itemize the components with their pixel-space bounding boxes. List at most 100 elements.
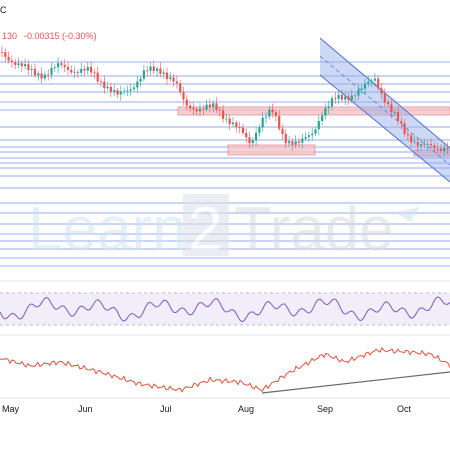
candle-body xyxy=(245,132,248,138)
rsi-band xyxy=(0,293,450,325)
candle-body xyxy=(340,94,343,100)
candle-body xyxy=(228,118,231,125)
candle-body xyxy=(90,66,93,73)
watermark-left: Learn xyxy=(28,195,187,264)
candle-body xyxy=(129,89,132,91)
candle-body xyxy=(274,112,277,117)
candle-body xyxy=(314,129,317,134)
candle-body xyxy=(185,99,188,106)
candle-body xyxy=(311,133,314,136)
candle-body xyxy=(192,108,195,110)
watermark-box xyxy=(183,194,229,256)
candle-body xyxy=(10,60,13,63)
candle-body xyxy=(225,118,228,120)
candle-body xyxy=(238,127,241,128)
candle-body xyxy=(136,81,139,88)
candle-body xyxy=(367,81,370,84)
candle-body xyxy=(57,63,60,68)
candle-body xyxy=(53,67,56,69)
rsi-line xyxy=(0,296,450,323)
candle-body xyxy=(406,133,409,136)
candle-body xyxy=(4,52,7,57)
candle-body xyxy=(403,123,406,134)
candle-body xyxy=(27,64,30,71)
candle-body xyxy=(182,92,185,100)
candle-body xyxy=(288,141,291,144)
candle-body xyxy=(337,94,340,99)
indicator-line xyxy=(0,346,450,393)
candle-body xyxy=(222,110,225,119)
candle-body xyxy=(37,73,40,76)
candle-body xyxy=(103,81,106,89)
candle-body xyxy=(301,138,304,143)
candle-body xyxy=(205,104,208,110)
candle-body xyxy=(393,112,396,113)
candle-body xyxy=(248,137,251,144)
candle-body xyxy=(387,102,390,105)
candle-body xyxy=(80,68,83,73)
candle-body xyxy=(350,95,353,101)
candle-body xyxy=(139,78,142,82)
candle-body xyxy=(344,96,347,100)
zone-rect xyxy=(227,144,316,156)
candle-body xyxy=(373,78,376,81)
candle-body xyxy=(33,68,37,76)
candle-body xyxy=(354,95,357,97)
watermark: Learn 2 Trade xyxy=(28,194,420,264)
candle-body xyxy=(198,108,202,112)
candle-body xyxy=(278,116,281,129)
change-label: -0.00315 (-0.30%) xyxy=(24,31,97,41)
candle-body xyxy=(24,64,27,67)
candle-body xyxy=(202,108,205,110)
candle-body xyxy=(251,140,254,144)
candle-body xyxy=(73,71,76,73)
candle-body xyxy=(357,89,360,96)
candle-body xyxy=(179,83,182,93)
candle-body xyxy=(255,132,258,141)
symbol-label: C xyxy=(0,5,7,15)
candle-body xyxy=(423,144,426,145)
candle-body xyxy=(377,78,380,89)
candle-body xyxy=(20,63,23,67)
candle-body xyxy=(30,68,33,71)
candle-body xyxy=(281,128,284,135)
candle-body xyxy=(271,109,274,113)
candle-body xyxy=(86,66,89,71)
candle-body xyxy=(396,112,400,121)
candle-body xyxy=(175,81,178,84)
price-label: 130 xyxy=(2,31,17,41)
price-candles xyxy=(0,46,449,157)
candle-body xyxy=(429,143,433,146)
candle-body xyxy=(66,66,70,70)
month-label: Sep xyxy=(317,404,333,414)
candle-body xyxy=(446,147,449,150)
candle-body xyxy=(291,141,294,145)
candle-body xyxy=(63,64,66,67)
candle-body xyxy=(416,141,419,146)
candle-body xyxy=(14,62,17,65)
candle-body xyxy=(119,91,122,95)
candle-body xyxy=(218,109,221,111)
candle-body xyxy=(347,96,350,101)
candle-body xyxy=(123,91,126,93)
candle-body xyxy=(321,115,324,122)
channel-mid xyxy=(319,55,450,166)
candle-body xyxy=(0,52,4,53)
candle-body xyxy=(294,141,297,145)
candle-body xyxy=(40,73,43,79)
candle-body xyxy=(360,88,363,90)
candle-body xyxy=(106,86,109,89)
candle-body xyxy=(195,109,198,112)
month-label: Jul xyxy=(160,404,172,414)
candle-body xyxy=(327,106,330,109)
indicator-trendline xyxy=(261,371,450,394)
candle-body xyxy=(264,116,268,118)
candle-body xyxy=(76,71,79,73)
candle-body xyxy=(330,98,334,107)
candle-body xyxy=(304,136,307,139)
candle-body xyxy=(307,135,310,137)
horizontal-levels xyxy=(0,61,450,267)
candle-body xyxy=(383,93,386,103)
candle-body xyxy=(113,90,116,92)
